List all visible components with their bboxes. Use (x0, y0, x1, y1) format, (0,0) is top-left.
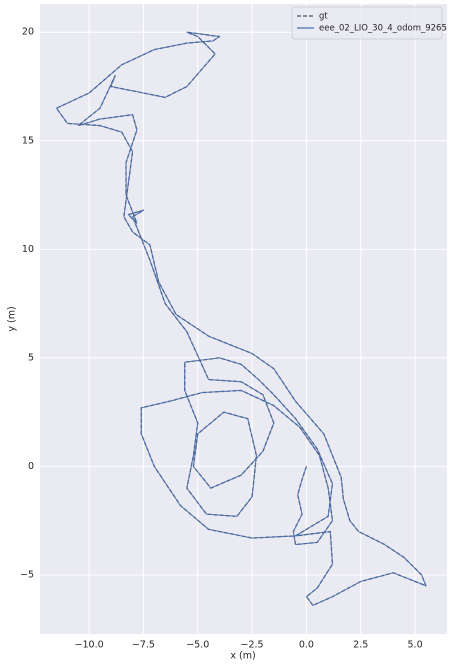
y-tick-label: 5 (28, 352, 34, 363)
y-tick-label: 10 (22, 244, 34, 255)
trajectory-line (56, 31, 427, 606)
x-tick-label: −2.5 (241, 640, 264, 651)
x-tick-label: 0.0 (299, 640, 314, 651)
y-tick-label: 15 (22, 135, 34, 146)
ticks: −10.0 −7.5 −5.0 −2.5 0.0 2.5 5.0 −5 0 5 10 15 20 (20, 27, 423, 651)
x-tick-label: −5.0 (186, 640, 209, 651)
x-tick-label: 2.5 (353, 640, 368, 651)
y-tick-label: −5 (20, 569, 34, 580)
legend-label: eee_02_LIO_30_4_odom_9265 (319, 24, 447, 34)
y-tick-label: 20 (22, 27, 34, 38)
y-tick-label: 0 (28, 461, 34, 472)
legend-box (291, 6, 443, 40)
lines (55, 31, 427, 606)
plot-area (40, 4, 447, 634)
legend: gt eee_02_LIO_30_4_odom_9265 (291, 6, 447, 40)
legend-label: gt (319, 12, 328, 22)
x-tick-label: 5.0 (408, 640, 423, 651)
x-tick-label: −10.0 (75, 640, 104, 651)
x-axis-label: x (m) (230, 651, 255, 662)
x-tick-label: −7.5 (132, 640, 155, 651)
y-axis-label: y (m) (7, 306, 18, 331)
